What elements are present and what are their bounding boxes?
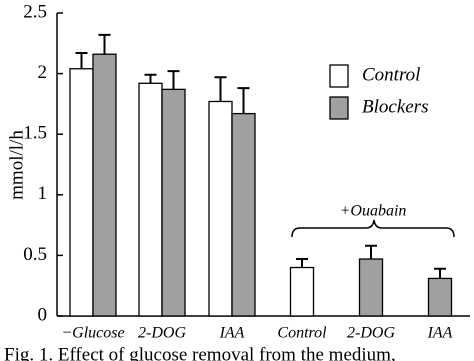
x-tick-label: −Glucose <box>61 325 124 342</box>
x-tick-label: 2-DOG <box>347 325 395 342</box>
error-bar <box>144 73 157 84</box>
y-tick-label: 2 <box>38 62 48 83</box>
bar <box>289 266 315 317</box>
legend-swatch <box>329 64 349 88</box>
ouabain-brace <box>291 219 455 238</box>
error-bar <box>75 51 88 69</box>
error-bar <box>296 258 308 268</box>
bar <box>427 277 453 317</box>
x-tick-label: 2-DOG <box>138 325 186 342</box>
x-tick-label: Control <box>277 325 327 342</box>
error-bar <box>434 267 446 279</box>
x-tick-label: IAA <box>427 325 453 342</box>
x-tick-label: IAA <box>219 325 245 342</box>
caption: Fig. 1. Effect of glucose removal from t… <box>4 344 396 361</box>
bar <box>231 112 256 317</box>
legend-swatch <box>329 96 349 120</box>
y-tick-label: 2.5 <box>23 1 47 22</box>
y-tick-label: 0.5 <box>23 244 47 265</box>
bar <box>161 88 186 317</box>
error-bar <box>237 87 250 114</box>
y-tick-label: 1.5 <box>23 123 47 144</box>
y-axis-label: mmol/l/h <box>6 130 27 200</box>
y-tick-label: 0 <box>38 304 48 325</box>
bar <box>92 53 117 317</box>
bar <box>69 68 94 317</box>
bar <box>208 100 233 317</box>
legend-label: Control <box>362 64 420 85</box>
bar <box>138 82 163 317</box>
error-bar <box>214 76 227 102</box>
y-tick-label: 1 <box>38 183 48 204</box>
legend-label: Blockers <box>362 96 428 117</box>
error-bar <box>167 70 180 90</box>
error-bar <box>98 33 111 55</box>
bar <box>358 258 384 317</box>
annotation: +Ouabain <box>340 203 407 220</box>
error-bar <box>365 244 377 260</box>
